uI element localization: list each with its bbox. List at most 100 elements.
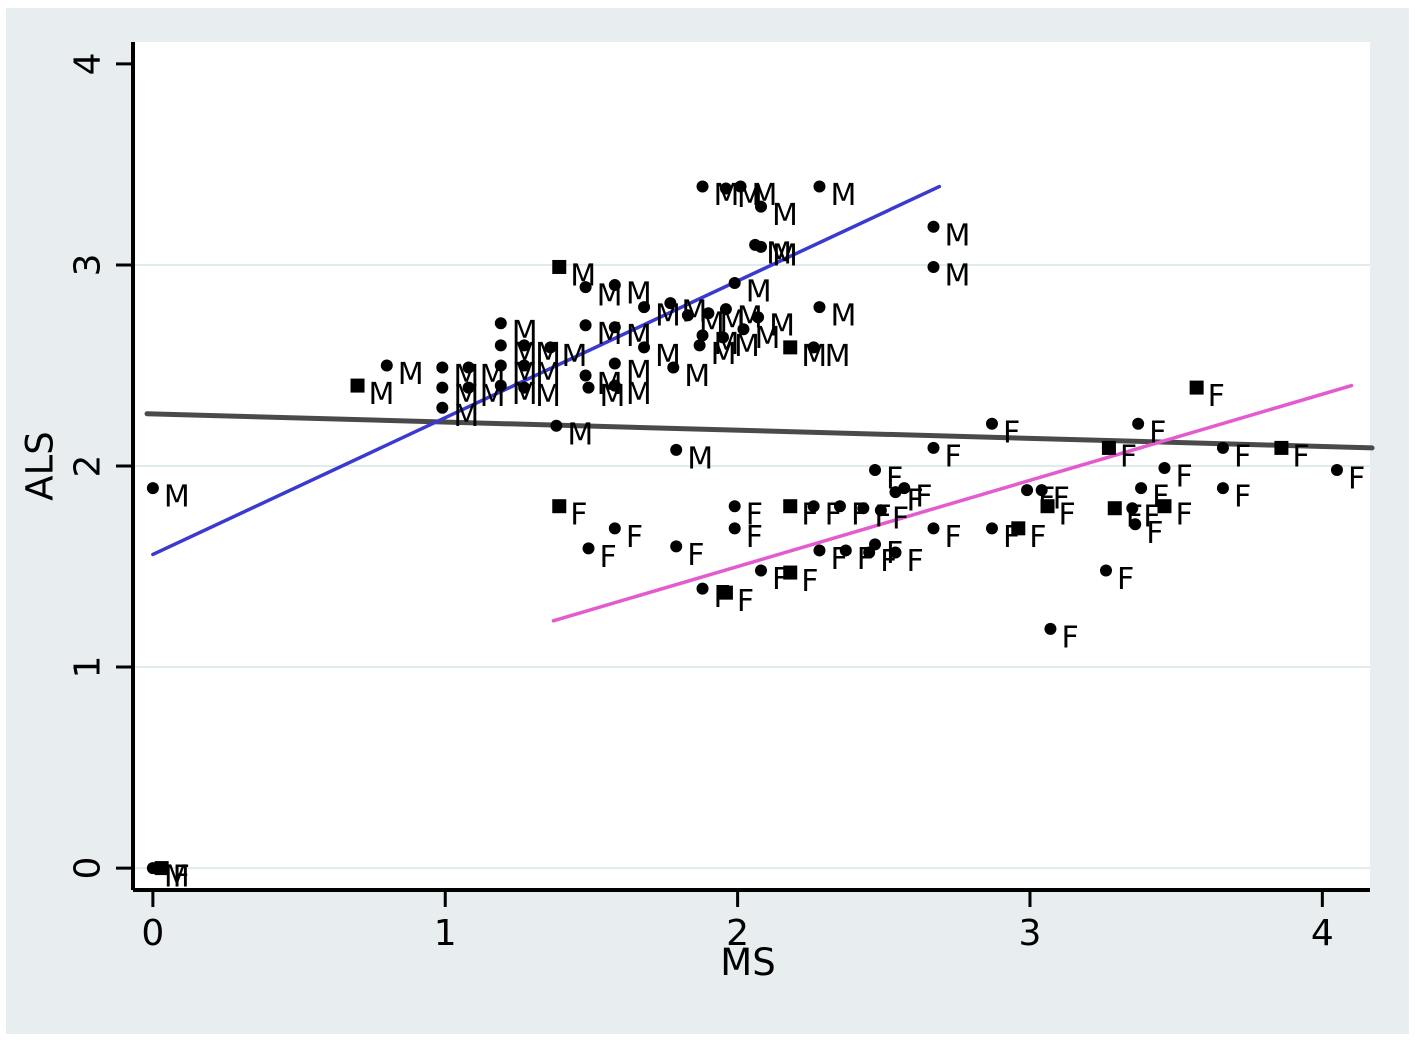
data-point-male — [813, 180, 826, 193]
data-point-female — [1107, 501, 1122, 516]
data-point-female — [696, 582, 709, 595]
data-point-female — [1035, 484, 1048, 497]
point-label-female: F — [906, 484, 923, 519]
data-point-female — [813, 544, 826, 557]
data-point-female — [1011, 521, 1026, 536]
point-label-male: M — [626, 355, 652, 390]
data-point-male — [702, 307, 715, 320]
data-point-male — [927, 260, 940, 273]
data-point-female — [1158, 462, 1171, 475]
point-label-female: F — [737, 584, 754, 619]
data-point-male — [728, 277, 741, 290]
data-point-female — [1189, 380, 1204, 395]
data-point-male — [734, 180, 747, 193]
data-point-male — [696, 180, 709, 193]
point-label-male: M — [746, 275, 772, 310]
data-point-female — [807, 500, 820, 513]
data-point-female — [728, 500, 741, 513]
point-label-male: M — [535, 357, 561, 392]
point-label-female: F — [1061, 620, 1078, 655]
data-point-male — [494, 379, 507, 392]
data-point-female — [1129, 518, 1142, 531]
data-point-male — [350, 378, 365, 393]
point-label-male: M — [567, 417, 593, 452]
point-label-female: F — [1143, 500, 1160, 535]
point-label-female: F — [1292, 439, 1309, 474]
data-point-female — [927, 522, 940, 535]
data-point-male — [664, 297, 677, 310]
data-point-female — [857, 502, 870, 515]
point-label-female: F — [1120, 439, 1137, 474]
point-label-female: F — [746, 498, 763, 533]
point-label-female: F — [173, 860, 190, 895]
point-label-male: M — [453, 399, 479, 434]
x-tick-label-0: 0 — [141, 913, 164, 954]
point-label-female: F — [1175, 460, 1192, 495]
point-label-female: F — [600, 540, 617, 575]
point-label-female: F — [1348, 462, 1365, 497]
point-label-male: M — [734, 329, 760, 364]
data-point-male — [667, 361, 680, 374]
data-point-female — [874, 504, 887, 517]
data-point-male — [462, 361, 475, 374]
data-point-male — [927, 220, 940, 233]
data-point-female — [154, 861, 169, 876]
point-label-male: M — [535, 379, 561, 414]
data-point-female — [927, 441, 940, 454]
point-label-male: M — [769, 309, 795, 344]
point-label-male: M — [164, 480, 190, 515]
data-point-male — [579, 319, 592, 332]
point-label-female: F — [944, 520, 961, 555]
y-tick-label-4: 4 — [68, 52, 109, 75]
data-point-female — [670, 540, 683, 553]
point-label-male: M — [754, 321, 780, 356]
data-point-female — [1044, 622, 1057, 635]
x-tick-label-3: 3 — [1019, 913, 1042, 954]
data-point-male — [552, 259, 567, 274]
data-point-male — [608, 379, 621, 392]
data-point-male — [755, 240, 768, 253]
data-point-female — [728, 522, 741, 535]
data-point-male — [807, 341, 820, 354]
point-label-female: F — [1208, 379, 1225, 414]
point-label-female: F — [886, 536, 903, 571]
data-point-male — [462, 381, 475, 394]
data-point-male — [670, 443, 683, 456]
data-point-female — [1157, 499, 1172, 514]
point-label-male: M — [772, 238, 798, 273]
point-label-female: F — [1029, 520, 1046, 555]
point-label-female: F — [746, 520, 763, 555]
data-point-male — [737, 323, 750, 336]
data-point-male — [518, 339, 531, 352]
point-label-female: F — [687, 538, 704, 573]
data-point-male — [494, 359, 507, 372]
data-point-female — [552, 499, 567, 514]
data-point-female — [1216, 482, 1229, 495]
point-label-male: M — [944, 258, 970, 293]
data-point-male — [608, 321, 621, 334]
data-point-male — [544, 341, 557, 354]
data-point-female — [898, 482, 911, 495]
point-label-female: F — [944, 439, 961, 474]
point-label-female: F — [570, 498, 587, 533]
data-point-male — [719, 303, 732, 316]
data-point-male — [494, 339, 507, 352]
data-point-female — [839, 544, 852, 557]
data-point-female — [1132, 417, 1145, 430]
data-point-female — [1330, 464, 1343, 477]
data-point-male — [638, 301, 651, 314]
data-point-female — [718, 585, 733, 600]
point-label-male: M — [711, 337, 737, 372]
data-point-male — [681, 309, 694, 322]
data-point-female — [833, 500, 846, 513]
data-point-male — [518, 359, 531, 372]
data-point-female — [755, 564, 768, 577]
point-label-male: M — [561, 339, 587, 374]
point-label-female: F — [1234, 480, 1251, 515]
data-point-male — [608, 357, 621, 370]
data-point-male — [436, 401, 449, 414]
data-point-male — [436, 381, 449, 394]
y-axis-title: ALS — [19, 431, 62, 500]
data-point-male — [494, 317, 507, 330]
